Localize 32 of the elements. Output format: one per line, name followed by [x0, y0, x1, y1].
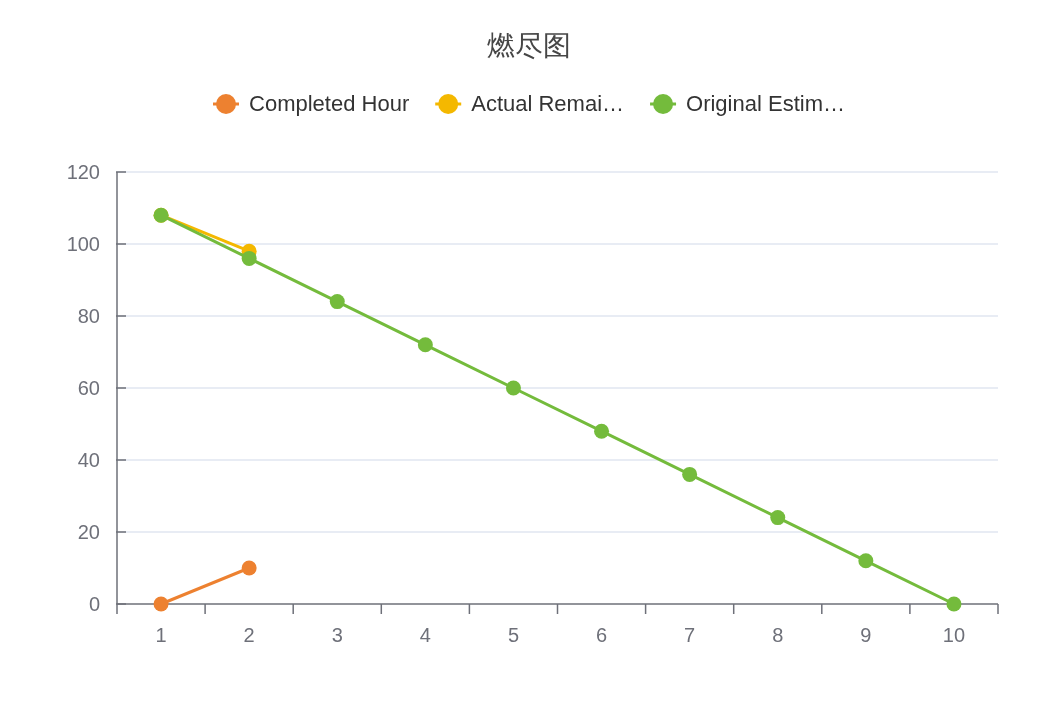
point: [241, 250, 257, 266]
point: [241, 560, 257, 576]
point: [594, 423, 610, 439]
point: [858, 553, 874, 569]
x-tick-label: 8: [772, 624, 784, 646]
x-tick-label: 3: [331, 624, 343, 646]
legend-label: Actual Remai…: [471, 91, 625, 116]
x-tick-label: 5: [507, 624, 520, 646]
point: [505, 380, 521, 396]
y-tick-label: 40: [77, 449, 100, 471]
point: [682, 466, 698, 482]
point: [770, 510, 786, 526]
chart-title: 燃尽图: [487, 30, 571, 61]
legend-label: Completed Hour: [249, 91, 410, 116]
legend-label: Original Estim…: [686, 91, 845, 116]
x-tick-label: 6: [595, 624, 608, 646]
point: [417, 337, 433, 353]
point: [946, 596, 962, 612]
x-tick-label: 4: [419, 624, 431, 646]
y-tick-label: 60: [77, 377, 100, 399]
x-tick-label: 2: [243, 624, 255, 646]
x-tick-label: 7: [684, 624, 696, 646]
point: [329, 294, 345, 310]
x-tick-label: 1: [155, 624, 167, 646]
y-tick-label: 20: [77, 521, 100, 543]
y-tick-label: 0: [88, 593, 100, 615]
y-tick-label: 120: [66, 161, 100, 183]
x-tick-label: 10: [942, 624, 966, 646]
y-tick-label: 100: [66, 233, 100, 255]
y-tick-label: 80: [77, 305, 100, 327]
point: [153, 596, 169, 612]
x-tick-label: 9: [860, 624, 872, 646]
